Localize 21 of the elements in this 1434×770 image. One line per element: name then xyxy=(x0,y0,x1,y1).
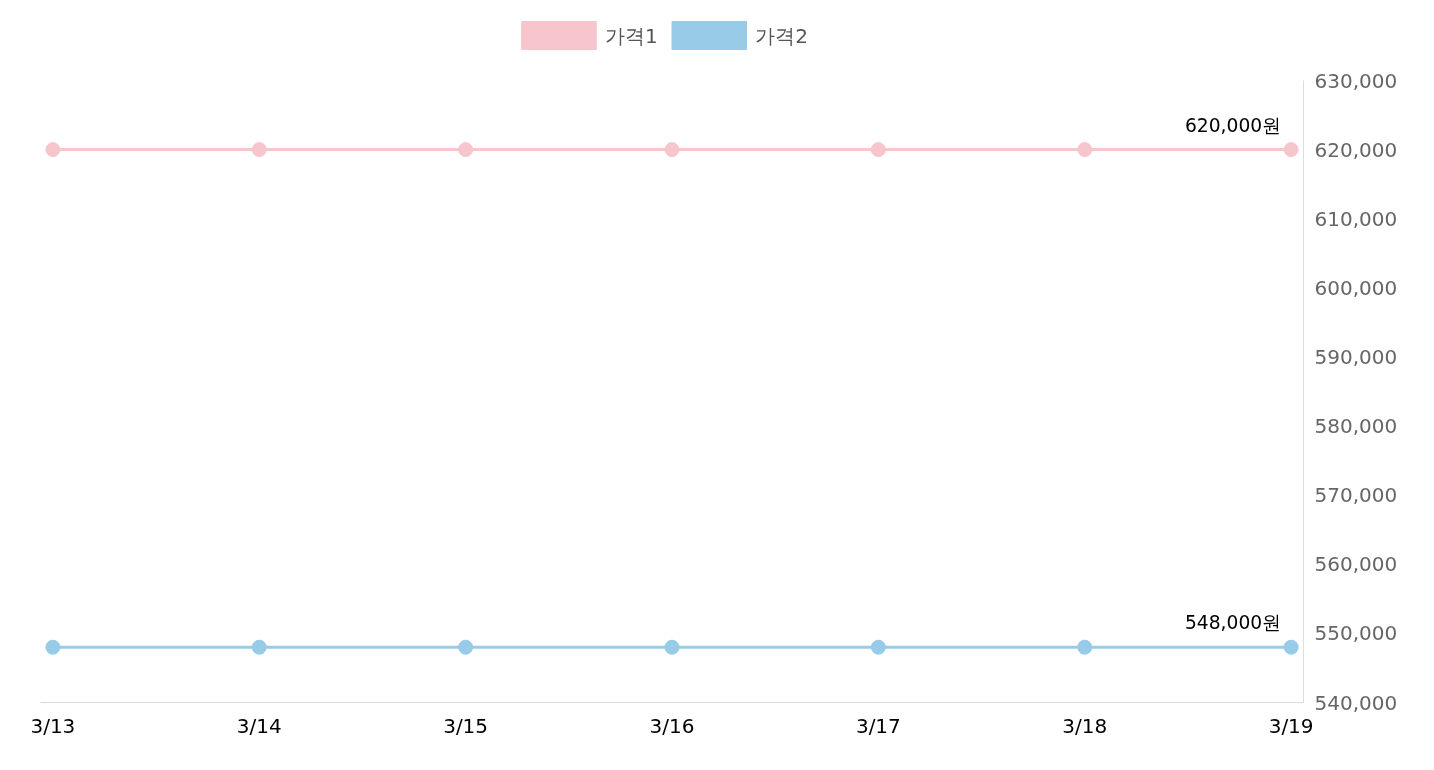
y-tick-label: 610,000 xyxy=(1314,206,1398,231)
x-tick-label: 3/18 xyxy=(1062,713,1108,738)
x-tick-label: 3/13 xyxy=(30,713,76,738)
legend-label: 가격1 xyxy=(605,23,658,48)
annotation: 548,000원 xyxy=(1184,612,1282,634)
x-tick-label: 3/17 xyxy=(855,713,901,738)
x-tick-label: 3/14 xyxy=(236,713,282,738)
x-tick-label: 3/19 xyxy=(1268,713,1314,738)
y-tick-label: 630,000 xyxy=(1314,68,1398,93)
y-tick-label: 580,000 xyxy=(1314,414,1398,439)
annotation: 620,000원 xyxy=(1184,114,1282,136)
y-tick-label: 560,000 xyxy=(1314,552,1398,577)
y-tick-label: 620,000 xyxy=(1314,137,1398,162)
x-tick-label: 3/16 xyxy=(649,713,695,738)
legend-label: 가격2 xyxy=(755,23,809,48)
y-tick-label: 590,000 xyxy=(1314,344,1398,369)
y-tick-label: 540,000 xyxy=(1314,690,1398,715)
y-tick-label: 570,000 xyxy=(1314,483,1398,508)
y-tick-label: 550,000 xyxy=(1314,621,1398,646)
x-tick-label: 3/15 xyxy=(443,713,489,738)
y-tick-label: 600,000 xyxy=(1314,275,1398,300)
